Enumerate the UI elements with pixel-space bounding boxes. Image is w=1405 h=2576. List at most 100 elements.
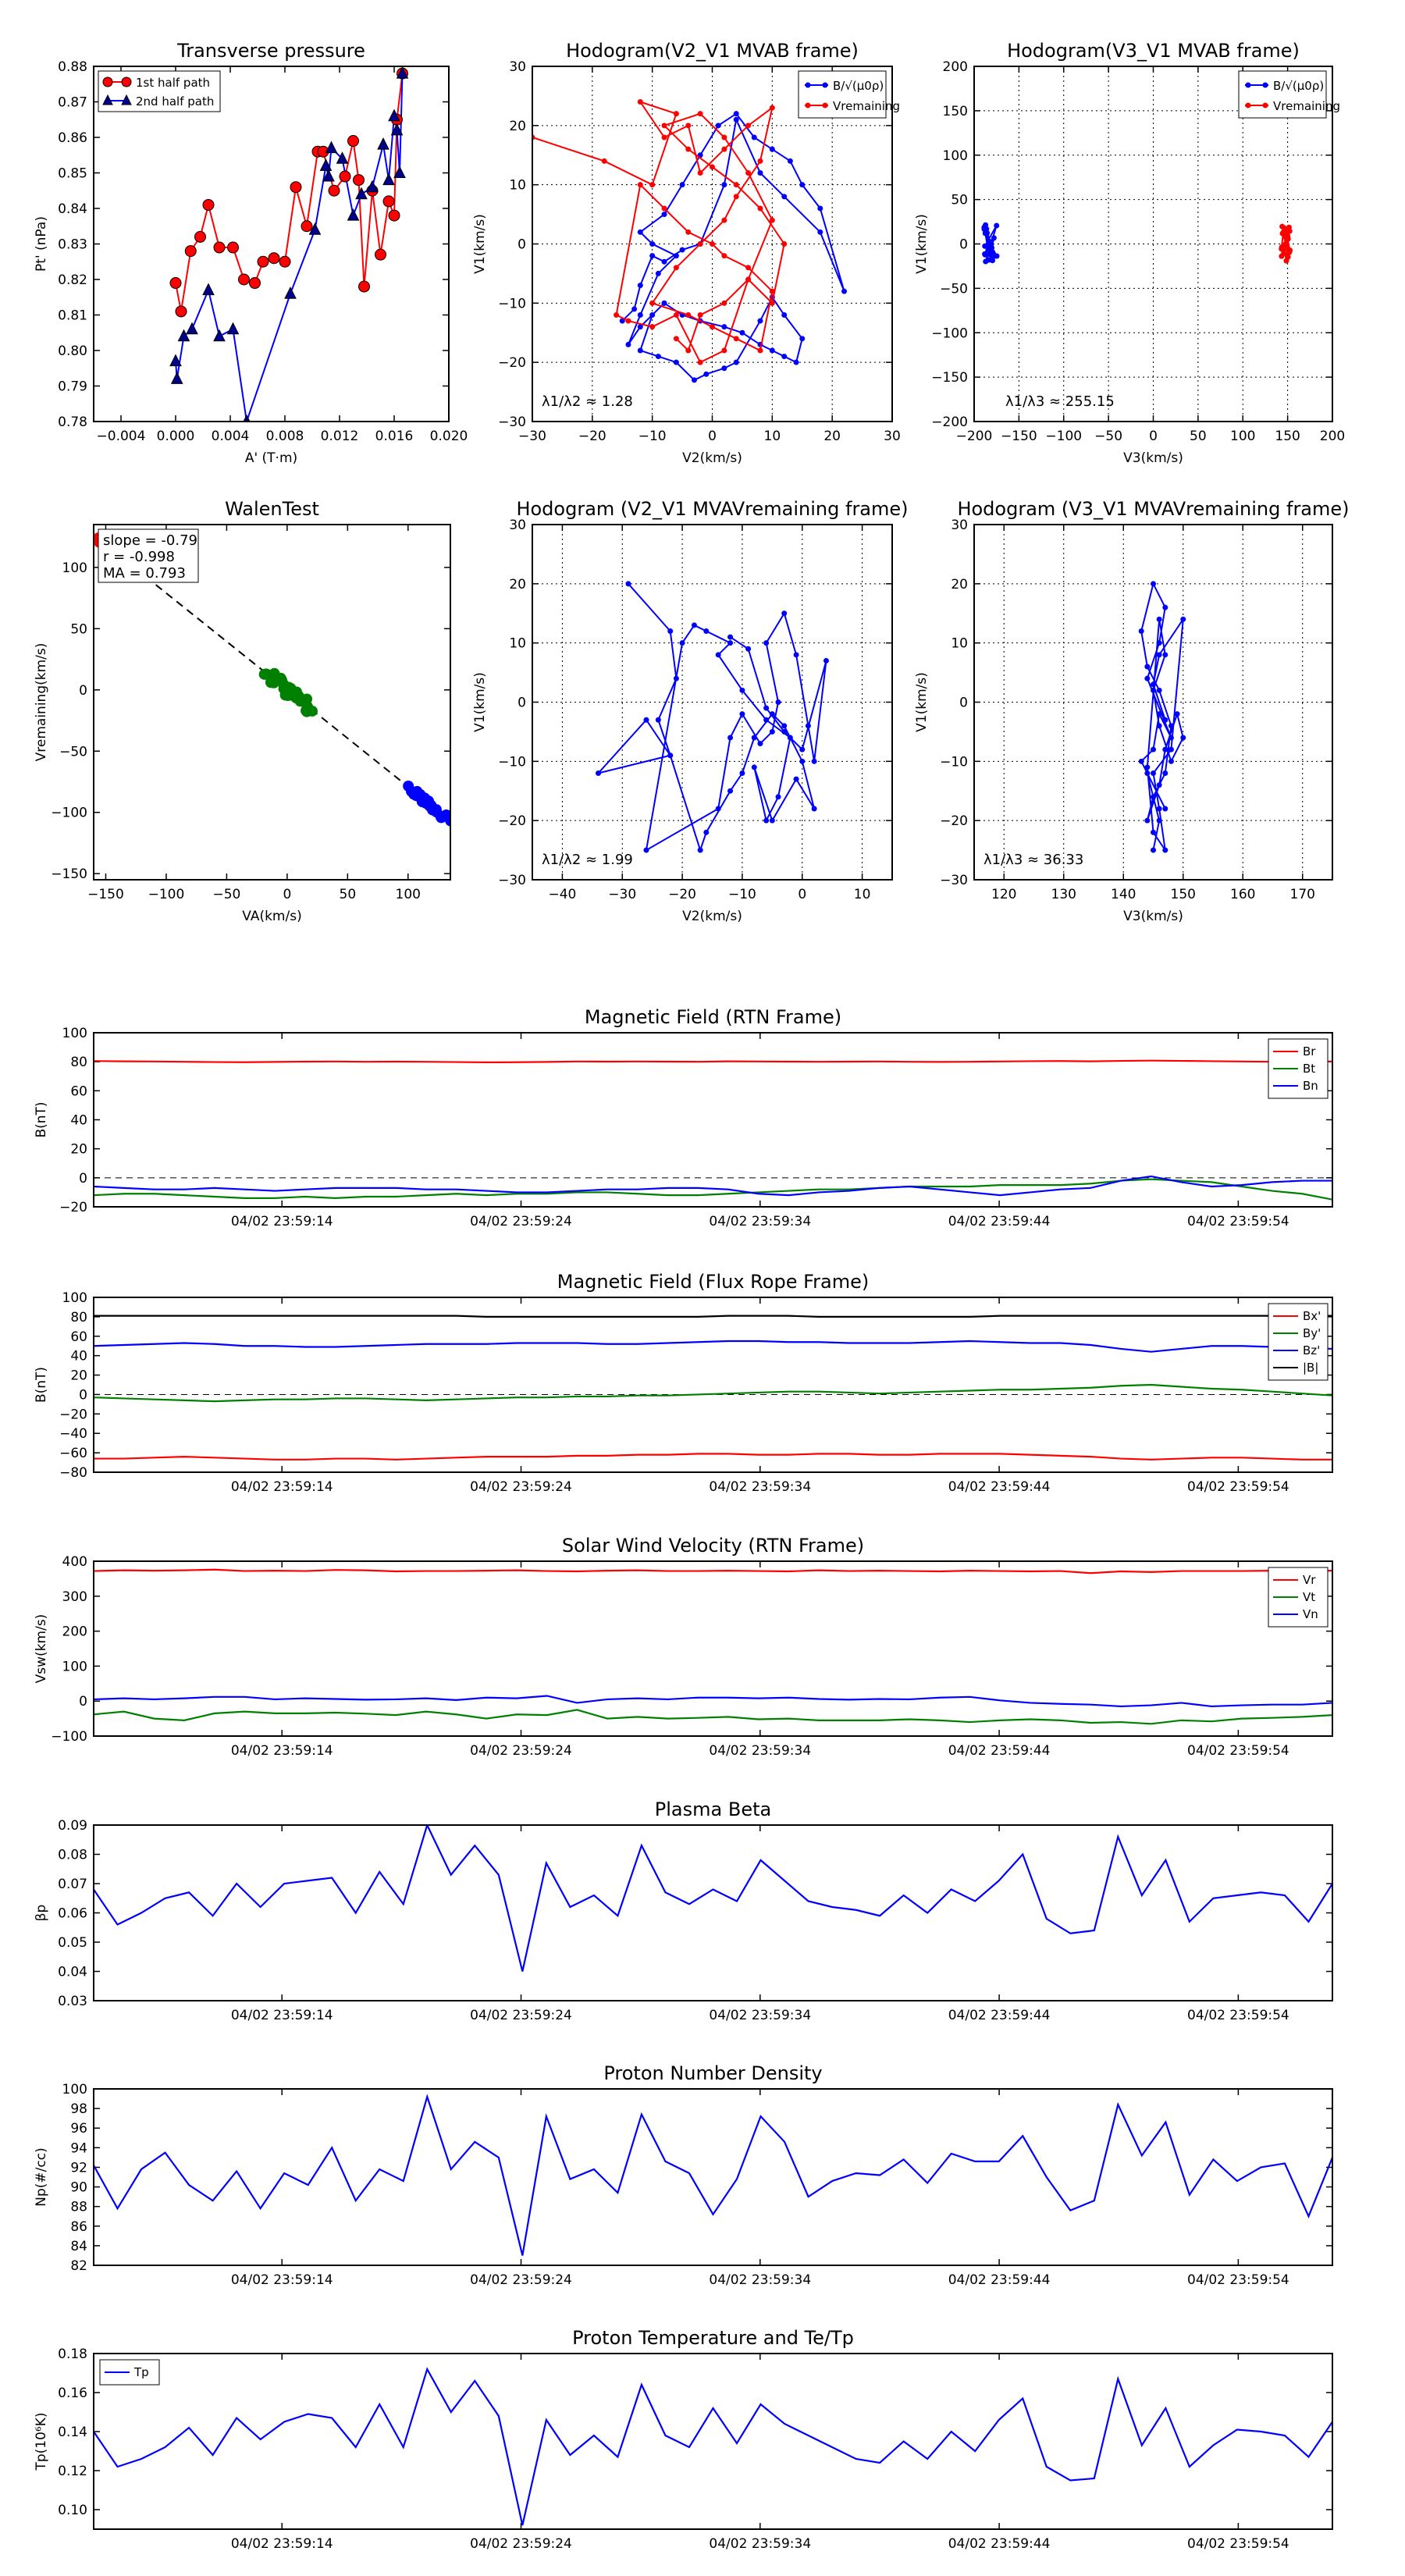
hodo_v3v1-series-group [981, 222, 1293, 265]
point-1st-half [279, 255, 291, 268]
series-point [697, 111, 703, 117]
time-tick-label: 04/02 23:59:24 [470, 1479, 572, 1495]
y-tick-label: 40 [70, 1113, 87, 1129]
series-point [637, 99, 643, 105]
y-axis-label: V1(km/s) [914, 672, 930, 732]
x-tick-label: 160 [1230, 887, 1255, 902]
series-point [697, 241, 703, 247]
series-point [667, 628, 674, 634]
time-tick-label: 04/02 23:59:14 [231, 2272, 333, 2288]
y-tick-label: −100 [51, 1729, 87, 1745]
x-tick-label: 120 [991, 887, 1016, 902]
series-point [982, 230, 988, 237]
transverse-axes: −0.004 0.000 0.004 0.008 0.012 0.016 0.020 0.78… [34, 40, 468, 466]
vsw-frame [93, 1560, 1333, 1737]
series-point [799, 758, 806, 764]
series-point [739, 770, 745, 776]
series-line-vr [94, 1568, 1332, 1574]
y-tick-label: −40 [59, 1426, 87, 1442]
series-point [739, 687, 745, 693]
series-point [823, 657, 829, 664]
stats-box [98, 528, 199, 583]
x-tick-label: 10 [764, 429, 781, 444]
legend-label: |B| [1303, 1361, 1318, 1375]
series-point [1180, 735, 1186, 741]
series-point [721, 300, 727, 306]
y-tick-label: −150 [51, 866, 87, 882]
series-point [781, 354, 788, 360]
series-point [733, 194, 739, 200]
y-tick-label: 0.86 [58, 130, 87, 146]
chart-title: Transverse pressure [176, 40, 365, 62]
y-tick-label: 100 [62, 1026, 87, 1041]
series-point [733, 336, 739, 342]
time-tick-label: 04/02 23:59:54 [1187, 1479, 1289, 1495]
series-point [769, 817, 775, 824]
y-tick-label: 96 [70, 2121, 87, 2137]
y-tick-label: 20 [70, 1142, 87, 1158]
walen-point [294, 696, 306, 707]
series-point [1285, 234, 1291, 240]
series-point [1168, 758, 1174, 764]
series-line-|b| [94, 1315, 1332, 1318]
series-point [1151, 687, 1156, 693]
series-point [649, 300, 656, 306]
x-tick-label: 100 [396, 887, 421, 902]
y-tick-label: 60 [70, 1329, 87, 1345]
legend-marker [121, 76, 132, 87]
y-tick-label: 30 [951, 518, 968, 533]
y-tick-label: −30 [498, 415, 526, 430]
y-tick-label: 100 [62, 1290, 87, 1306]
series-point [637, 347, 643, 354]
series-point [811, 758, 817, 764]
time-tick-label: 04/02 23:59:24 [470, 2536, 572, 2552]
hodo_v2v1-series-group [532, 99, 848, 383]
point-1st-half [358, 280, 370, 293]
point-2nd-half [336, 151, 349, 164]
series-point [727, 735, 734, 741]
legend-label: Vr [1303, 1573, 1316, 1587]
x-axis-label: V3(km/s) [1123, 909, 1183, 924]
series-point [1286, 249, 1293, 255]
point-1st-half [339, 170, 351, 183]
bfield_rtn-series-group [94, 1059, 1332, 1201]
time-tick-label: 04/02 23:59:44 [948, 2008, 1051, 2023]
x-tick-label: 150 [1171, 887, 1196, 902]
legend-marker [1262, 102, 1268, 109]
series-point [1162, 806, 1168, 812]
time-tick-label: 04/02 23:59:14 [231, 1743, 333, 1759]
time-tick-label: 04/02 23:59:34 [709, 2008, 811, 2023]
point-2nd-half [226, 322, 240, 335]
y-tick-label: 30 [509, 59, 526, 75]
x-tick-label: 140 [1111, 887, 1136, 902]
series-point [763, 717, 770, 723]
series-line [596, 583, 827, 853]
series-line-bn [94, 1175, 1332, 1197]
series-point [769, 288, 775, 294]
point-2nd-half [319, 158, 333, 171]
series-line-vt [94, 1709, 1332, 1725]
series-point [1280, 229, 1286, 235]
series-point [685, 146, 692, 152]
time-tick-label: 04/02 23:59:24 [470, 2008, 572, 2023]
series-point [817, 205, 823, 212]
series-point [715, 123, 721, 129]
y-tick-label: −100 [931, 326, 968, 341]
y-tick-label: 400 [62, 1554, 87, 1570]
series-point [982, 251, 988, 258]
point-2nd-half [213, 329, 226, 342]
series-point [733, 359, 739, 365]
time-tick-label: 04/02 23:59:14 [231, 1214, 333, 1229]
time-tick-label: 04/02 23:59:14 [231, 2536, 333, 2552]
beta-series-group [94, 1825, 1332, 1972]
point-2nd-half [202, 283, 215, 296]
series-line-np [94, 2094, 1332, 2256]
legend-marker [1245, 102, 1251, 109]
x-tick-label: 0 [798, 887, 806, 902]
series-point [1144, 764, 1151, 770]
series-point [1168, 735, 1174, 741]
series-point [697, 312, 703, 318]
series-point [649, 241, 656, 247]
point-1st-half [184, 245, 197, 258]
y-tick-label: 0 [518, 237, 526, 253]
